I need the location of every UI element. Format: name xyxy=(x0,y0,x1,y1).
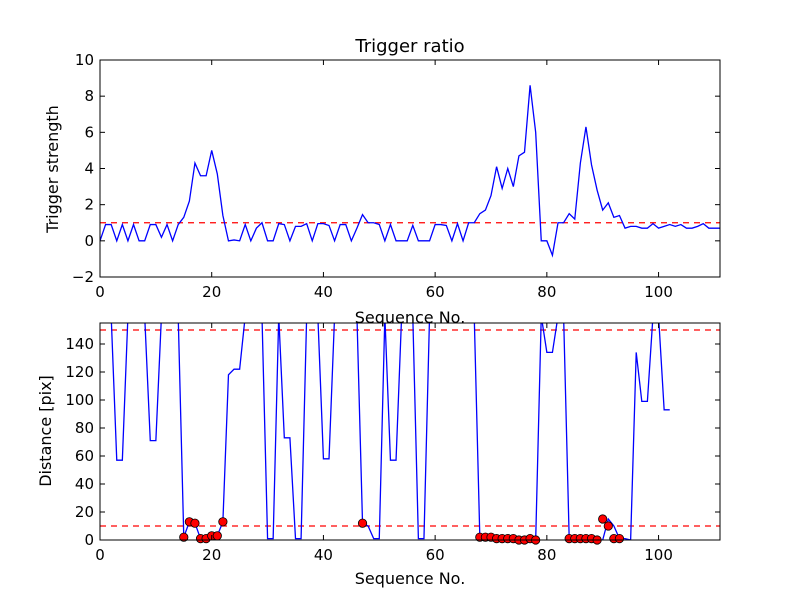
bottom-marker-point xyxy=(614,533,625,544)
top-x-axis-label: Sequence No. xyxy=(355,308,466,327)
bottom-y-tick-label: 140 xyxy=(65,335,94,353)
bottom-y-tick-label: 60 xyxy=(75,447,94,465)
top-x-tick-label: 100 xyxy=(644,283,673,301)
bottom-marker-point xyxy=(212,531,222,541)
top-x-tick-label: 60 xyxy=(426,283,445,301)
bottom-series-line-0 xyxy=(110,323,670,540)
bottom-x-tick-label: 60 xyxy=(426,546,445,564)
top-series-line-0 xyxy=(100,85,720,258)
top-x-tick-label: 0 xyxy=(95,283,105,301)
bottom-y-axis-label: Distance [pix] xyxy=(36,375,55,487)
bottom-x-axis-label: Sequence No. xyxy=(355,569,466,588)
bottom-marker-point xyxy=(218,517,228,527)
bottom-x-tick-label: 80 xyxy=(537,546,556,564)
bottom-y-tick-label: 0 xyxy=(84,531,94,549)
top-y-tick-label: 10 xyxy=(75,51,94,69)
bottom-y-tick-label: 20 xyxy=(75,503,94,521)
top-y-tick-label: 0 xyxy=(84,232,94,250)
top-x-tick-label: 40 xyxy=(314,283,333,301)
top-x-tick-label: 80 xyxy=(537,283,556,301)
bottom-y-tick-label: 100 xyxy=(65,391,94,409)
distance-plot: 0 20 40 60 80 100 0 20 40 60 80 100 120 140 xyxy=(65,322,721,564)
top-axes-frame xyxy=(99,59,721,278)
bottom-marker-point xyxy=(598,514,608,524)
top-y-tick-label: 6 xyxy=(84,123,94,141)
top-y-axis-label: Trigger strength xyxy=(43,105,62,234)
bottom-y-tick-label: 120 xyxy=(65,363,94,381)
bottom-marker-point xyxy=(357,518,368,528)
top-y-tick-label: 2 xyxy=(84,196,94,214)
top-y-tick-label: 4 xyxy=(84,160,94,178)
bottom-x-tick-label: 0 xyxy=(95,546,105,564)
chart-title: Trigger ratio xyxy=(354,36,464,57)
bottom-y-tick-label: 40 xyxy=(75,475,94,493)
bottom-x-tick-label: 20 xyxy=(202,546,221,564)
top-x-tick-label: 20 xyxy=(202,283,221,301)
bottom-marker-point xyxy=(190,518,200,528)
bottom-axes-frame xyxy=(99,322,721,541)
top-y-tick-label: 8 xyxy=(84,87,94,105)
bottom-x-tick-label: 40 xyxy=(314,546,333,564)
bottom-y-tick-label: 80 xyxy=(75,419,94,437)
bottom-marker-point xyxy=(179,532,189,542)
bottom-marker-point xyxy=(603,521,613,531)
top-y-tick-label: −2 xyxy=(72,268,94,286)
bottom-x-tick-label: 100 xyxy=(644,546,673,564)
